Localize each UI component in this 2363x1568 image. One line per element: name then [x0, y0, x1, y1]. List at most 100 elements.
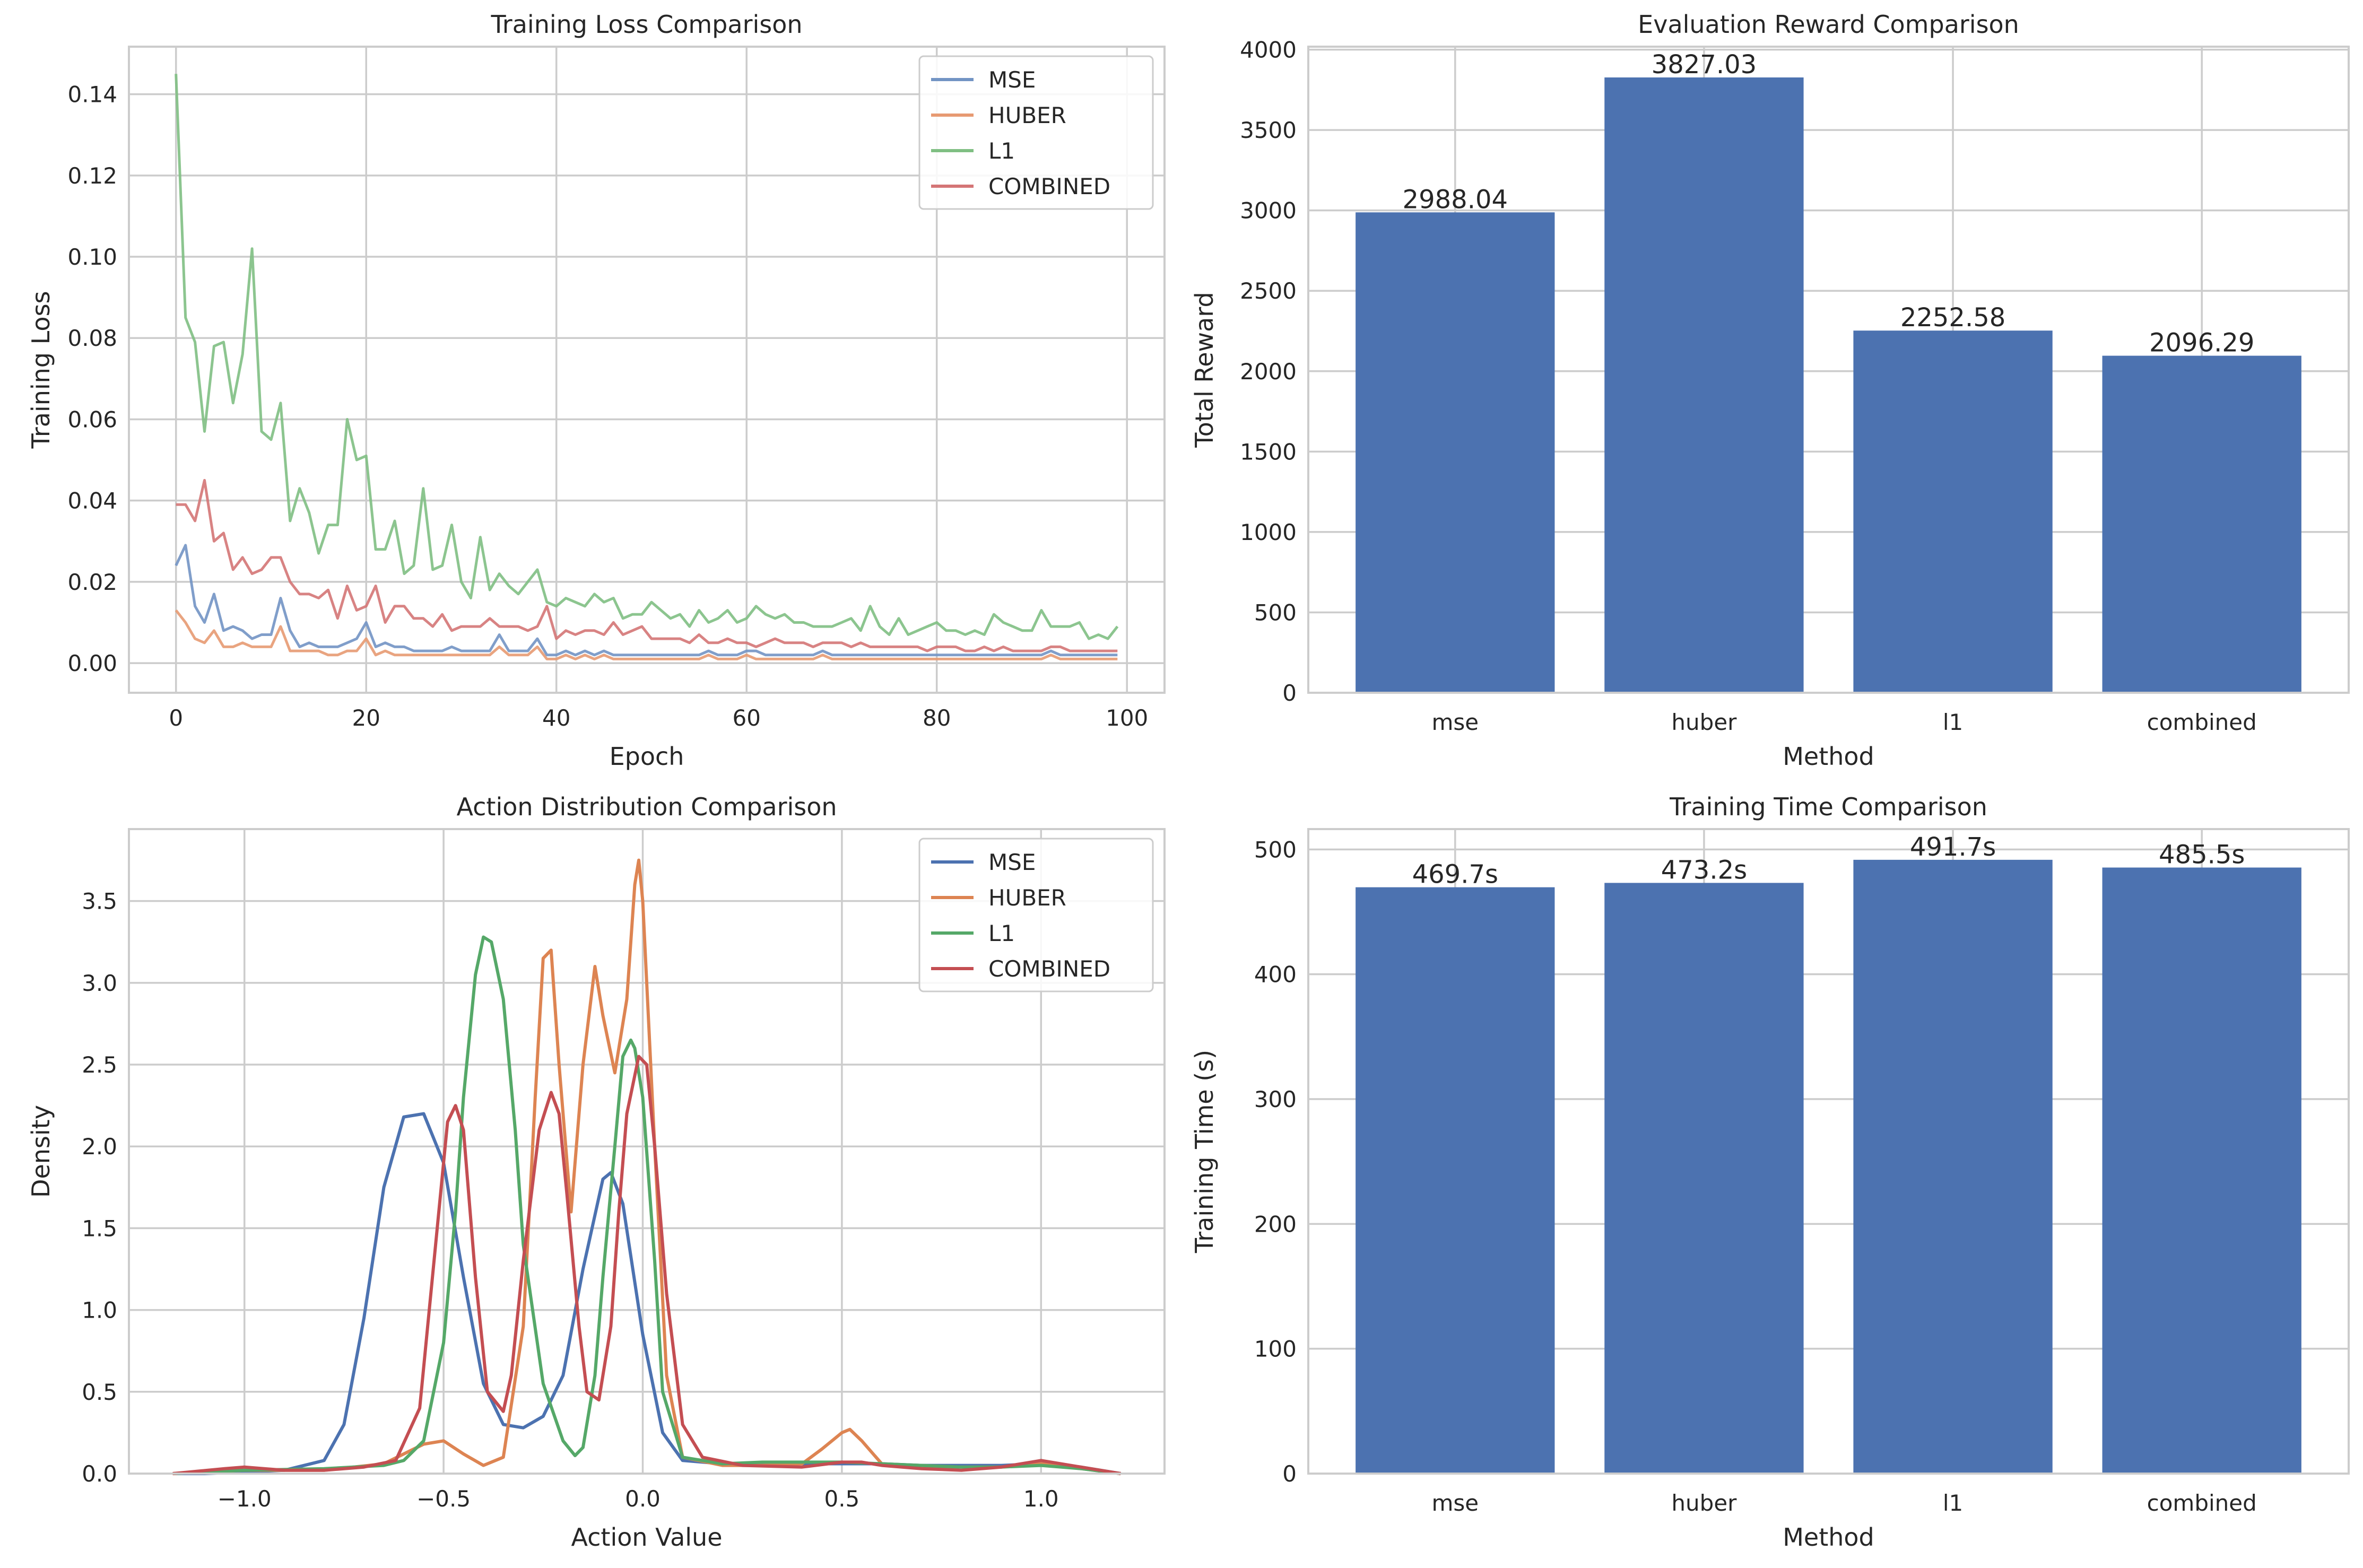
x-tick-label: 0 — [169, 705, 183, 731]
x-tick-label: mse — [1431, 1490, 1479, 1516]
bar-huber — [1604, 883, 1804, 1474]
x-tick-label: combined — [2147, 1490, 2257, 1516]
x-axis-label: Method — [1783, 1523, 1874, 1552]
chart-2: 0 500 1000 1500 2000 2500 3000 3500 4000 2988.04 m… — [1190, 10, 2350, 771]
y-tick-label: 1500 — [1240, 439, 1297, 465]
series-line-l1 — [172, 935, 1121, 1475]
legend-label-l1: L1 — [988, 920, 1015, 946]
x-tick-label: l1 — [1943, 1490, 1963, 1516]
legend-box — [918, 55, 1154, 210]
x-tick-label: huber — [1671, 1490, 1737, 1516]
legend: MSE HUBER L1 COMBINED — [918, 55, 1154, 210]
y-tick-label: 3.0 — [82, 970, 117, 996]
x-tick-label: combined — [2147, 709, 2257, 735]
x-tick-label: 40 — [542, 705, 570, 731]
legend-label-mse: MSE — [988, 849, 1036, 875]
bar-l1 — [1853, 859, 2053, 1474]
y-tick-label: 0.00 — [67, 650, 117, 676]
legend-label-mse: MSE — [988, 67, 1036, 93]
chart-title: Training Loss Comparison — [490, 10, 802, 39]
legend: MSE HUBER L1 COMBINED — [918, 838, 1154, 992]
legend-label-l1: L1 — [988, 138, 1015, 164]
chart-title: Action Distribution Comparison — [456, 792, 837, 821]
y-tick-label: 0 — [1282, 680, 1297, 706]
x-axis-label: Method — [1783, 742, 1874, 771]
bar-value-label: 491.7s — [1910, 832, 1996, 862]
x-tick-label: l1 — [1943, 709, 1963, 735]
y-axis-label: Total Reward — [1190, 292, 1219, 448]
plot-frame — [128, 46, 1166, 694]
bar-mse — [1356, 887, 1555, 1474]
x-tick-label: −0.5 — [416, 1486, 471, 1512]
plot-frame — [128, 828, 1166, 1475]
x-tick-label: 0.0 — [625, 1486, 661, 1512]
bar-value-label: 473.2s — [1661, 855, 1747, 885]
x-tick-label: 100 — [1106, 705, 1148, 731]
y-axis-label: Density — [27, 1105, 55, 1198]
chart-title: Evaluation Reward Comparison — [1638, 10, 2019, 39]
y-tick-label: 2000 — [1240, 359, 1297, 385]
series-line-combined — [172, 1055, 1121, 1475]
chart-3: −1.0 −0.5 0.0 0.5 1.0 0.0 0.5 1.0 1.5 2.0 2.5 3.0 3.… — [27, 792, 1166, 1552]
y-tick-label: 300 — [1254, 1086, 1297, 1112]
y-tick-label: 1.0 — [82, 1297, 117, 1323]
y-tick-label: 0.08 — [67, 325, 117, 351]
series-line-mse — [175, 544, 1118, 657]
bar-value-label: 485.5s — [2159, 840, 2245, 869]
y-tick-label: 3000 — [1240, 198, 1297, 224]
x-tick-label: 60 — [732, 705, 760, 731]
bar-value-label: 2252.58 — [1900, 303, 2006, 333]
y-tick-label: 100 — [1254, 1336, 1297, 1362]
legend-label-combined: COMBINED — [988, 956, 1110, 982]
chart-4: 0 100 200 300 400 500 469.7s mse 473.2s huber 491.… — [1190, 792, 2350, 1552]
x-axis-label: Action Value — [571, 1523, 722, 1552]
plot-frame — [1307, 46, 2350, 694]
y-tick-label: 0.5 — [82, 1379, 117, 1405]
y-tick-label: 4000 — [1240, 37, 1297, 63]
y-tick-label: 0.06 — [67, 406, 117, 432]
x-tick-label: 0.5 — [824, 1486, 859, 1512]
y-tick-label: 3.5 — [82, 888, 117, 914]
legend-label-combined: COMBINED — [988, 173, 1110, 199]
y-tick-label: 1.5 — [82, 1215, 117, 1241]
y-tick-label: 2.5 — [82, 1052, 117, 1078]
x-tick-label: −1.0 — [218, 1486, 272, 1512]
y-tick-label: 0.12 — [67, 163, 117, 189]
chart-1: 0 20 40 60 80 100 0.00 0.02 0.04 0.06 0.08 0.10 0.12… — [27, 10, 1166, 771]
y-tick-label: 0.04 — [67, 488, 117, 514]
x-tick-label: 1.0 — [1023, 1486, 1059, 1512]
x-axis-label: Epoch — [610, 742, 684, 771]
y-tick-label: 0.0 — [82, 1461, 117, 1487]
bar-huber — [1604, 77, 1804, 693]
series-line-huber — [175, 609, 1118, 660]
y-tick-label: 400 — [1254, 962, 1297, 988]
y-axis-label: Training Loss — [27, 291, 55, 449]
bar-value-label: 469.7s — [1412, 860, 1498, 890]
x-tick-label: 20 — [352, 705, 380, 731]
y-tick-label: 0.14 — [67, 82, 117, 108]
y-tick-label: 1000 — [1240, 519, 1297, 545]
y-tick-label: 500 — [1254, 837, 1297, 863]
bar-value-label: 3827.03 — [1652, 50, 1757, 80]
y-tick-label: 2500 — [1240, 278, 1297, 304]
legend-label-huber: HUBER — [988, 102, 1066, 128]
bar-value-label: 2988.04 — [1403, 185, 1508, 214]
plot-frame — [1307, 828, 2350, 1475]
series-line-combined — [176, 478, 1118, 652]
bar-combined — [2102, 867, 2301, 1474]
y-tick-label: 0.10 — [67, 244, 117, 270]
y-tick-label: 200 — [1254, 1211, 1297, 1237]
bar-value-label: 2096.29 — [2149, 328, 2255, 358]
y-tick-label: 3500 — [1240, 117, 1297, 143]
legend-label-huber: HUBER — [988, 885, 1066, 911]
x-tick-label: mse — [1431, 709, 1479, 735]
y-tick-label: 2.0 — [82, 1134, 117, 1160]
y-tick-label: 0.02 — [67, 569, 117, 595]
legend-box — [918, 838, 1154, 992]
y-tick-label: 0 — [1282, 1461, 1297, 1487]
x-tick-label: huber — [1671, 709, 1737, 735]
chart-title: Training Time Comparison — [1669, 792, 1987, 821]
bar-combined — [2102, 355, 2301, 693]
series-line-huber — [172, 858, 1121, 1475]
